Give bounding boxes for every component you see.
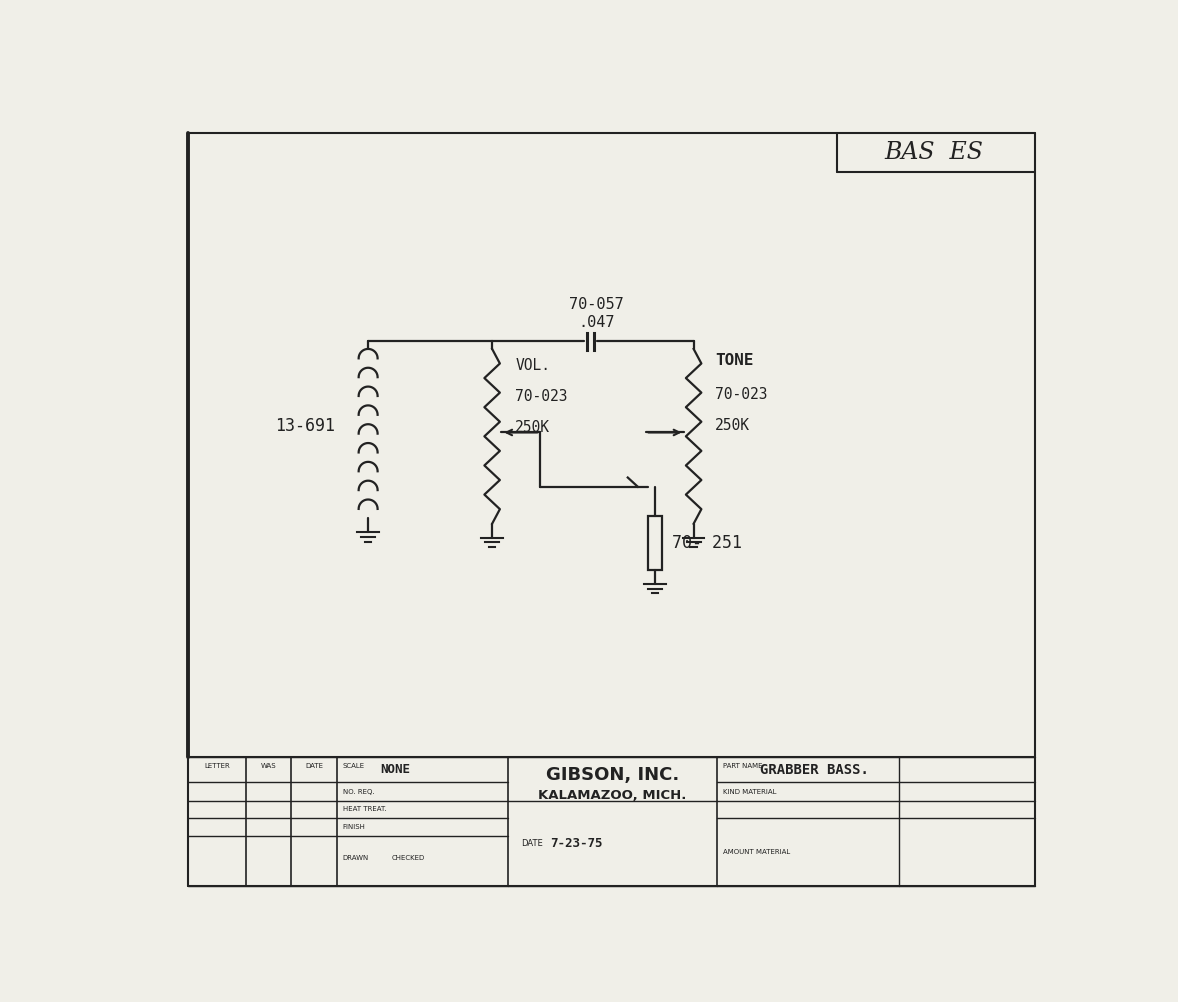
Text: KALAMAZOO, MICH.: KALAMAZOO, MICH.: [538, 790, 687, 803]
Text: FINISH: FINISH: [343, 824, 365, 830]
Text: LETTER: LETTER: [204, 764, 230, 770]
Bar: [648, 516, 662, 570]
Text: GIBSON, INC.: GIBSON, INC.: [545, 767, 679, 785]
Text: HEAT TREAT.: HEAT TREAT.: [343, 807, 386, 813]
Text: 70-023: 70-023: [715, 388, 768, 403]
Text: .047: .047: [578, 316, 615, 331]
Text: DRAWN: DRAWN: [343, 855, 369, 861]
Text: CHECKED: CHECKED: [391, 855, 424, 861]
Text: GRABBER BASS.: GRABBER BASS.: [760, 763, 868, 777]
Text: 7-23-75: 7-23-75: [550, 837, 603, 850]
Text: DATE: DATE: [522, 839, 543, 848]
Text: 250K: 250K: [715, 418, 750, 433]
Text: DATE: DATE: [305, 764, 323, 770]
Text: SCALE: SCALE: [343, 764, 365, 770]
Text: TONE: TONE: [715, 353, 754, 368]
Text: WAS: WAS: [260, 764, 277, 770]
Text: KIND MATERIAL: KIND MATERIAL: [723, 789, 776, 795]
Text: 70-023: 70-023: [516, 389, 568, 404]
Text: AMOUNT MATERIAL: AMOUNT MATERIAL: [723, 849, 790, 855]
Text: NO. REQ.: NO. REQ.: [343, 789, 375, 795]
Text: 13-691: 13-691: [274, 417, 335, 435]
Text: 70-057: 70-057: [569, 297, 624, 312]
Text: NONE: NONE: [379, 764, 410, 777]
Text: 250K: 250K: [516, 420, 550, 435]
Text: PART NAME: PART NAME: [723, 764, 762, 770]
Text: BAS  ES: BAS ES: [885, 141, 984, 164]
Text: 70- 251: 70- 251: [671, 534, 742, 552]
Text: VOL.: VOL.: [516, 358, 550, 373]
